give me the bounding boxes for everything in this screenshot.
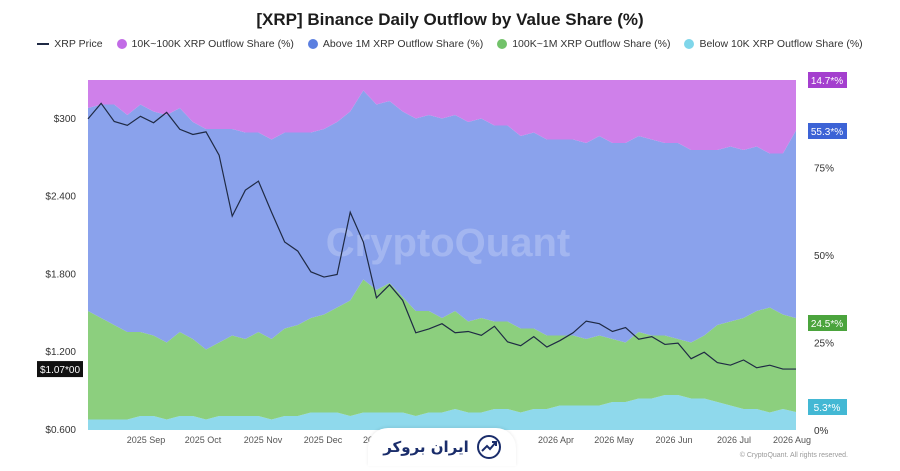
current-price-badge	[37, 361, 83, 378]
y-axis-right: 75% 50% 25% 0%	[814, 164, 834, 438]
watermark: CryptoQuant	[326, 221, 570, 265]
share-badge	[808, 399, 847, 415]
y-right-tick-label: 0%	[814, 426, 829, 437]
x-tick-label: 2025 Nov	[244, 435, 283, 445]
share-badge-label: 5.3*%	[814, 403, 841, 414]
legend-item[interactable]: Below 10K XRP Outflow Share (%)	[684, 38, 863, 50]
xrp-price-line	[87, 102, 796, 370]
x-tick-label: 2026 Jun	[655, 435, 692, 445]
brand-logo-text: ایران بروکر	[383, 438, 469, 456]
x-tick-label: 2026 May	[594, 435, 634, 445]
legend-swatch	[307, 39, 318, 49]
y-axis-left: $300 $2.400 $1.800 $1.200 $0.600 $1.07*00	[37, 114, 83, 436]
share-badge-label: 14.7*%	[811, 76, 843, 87]
x-tick-label: 2026 Jul	[717, 435, 751, 445]
share-badge-label: 55.3*%	[811, 127, 843, 138]
legend-item[interactable]: Above 1M XRP Outflow Share (%)	[307, 38, 484, 50]
x-tick-label: 2026 Aug	[773, 435, 811, 445]
share-badge	[808, 72, 847, 88]
legend-label: Above 1M XRP Outflow Share (%)	[322, 38, 484, 50]
legend-label: XRP Price	[54, 38, 103, 50]
x-tick-label: 2025 Dec	[304, 435, 343, 445]
share-badge	[808, 315, 847, 331]
chart-title: [XRP] Binance Daily Outflow by Value Sha…	[256, 10, 644, 29]
x-axis: 2025 Sep 2025 Oct 2025 Nov 2025 Dec 20 2026 A…	[127, 435, 811, 445]
chart-legend: XRP Price 10K~100K XRP Outflow Share (%) A…	[0, 38, 900, 50]
x-tick-label: 2025 Sep	[127, 435, 166, 445]
stacked-area-layer	[88, 80, 796, 430]
share-badge-label: 24.5*%	[811, 319, 843, 330]
x-tick-label: 2025 Oct	[185, 435, 222, 445]
current-price-label: $1.07*00	[40, 365, 80, 376]
y-left-tick-label: $1.200	[45, 347, 76, 358]
legend-swatch	[684, 39, 695, 49]
legend-item[interactable]: 10K~100K XRP Outflow Share (%)	[116, 38, 294, 50]
price-line-layer	[87, 102, 796, 370]
y-right-tick-label: 50%	[814, 251, 834, 262]
x-tick-label: 20	[363, 435, 373, 445]
y-left-tick-label: $2.400	[45, 192, 76, 203]
copyright: © CryptoQuant. All rights reserved.	[739, 452, 848, 459]
y-right-tick-label: 75%	[814, 164, 834, 175]
brand-logo: ایران بروکر	[368, 428, 516, 466]
trend-icon	[476, 435, 501, 459]
legend-swatch	[37, 43, 50, 45]
share-badge	[808, 123, 847, 139]
y-left-tick-label: $1.800	[45, 269, 76, 280]
legend-swatch	[116, 39, 127, 49]
area-above-1m-xrp-outflow-share-	[88, 90, 796, 350]
x-tick-label: 2026 Apr	[538, 435, 574, 445]
y-right-tick-label: 25%	[814, 339, 834, 350]
area-10k-100k-xrp-outflow-share-	[88, 80, 796, 154]
legend-item[interactable]: XRP Price	[37, 38, 103, 50]
legend-label: 100K~1M XRP Outflow Share (%)	[512, 38, 671, 50]
y-left-tick-label: $300	[54, 114, 77, 125]
legend-label: Below 10K XRP Outflow Share (%)	[699, 38, 863, 50]
y-left-tick-label: $0.600	[45, 425, 76, 436]
last-value-badges: 5.3*% 24.5*% 55.3*% 14.7*%	[808, 72, 847, 415]
legend-swatch	[497, 39, 508, 49]
legend-item[interactable]: 100K~1M XRP Outflow Share (%)	[497, 38, 670, 50]
area-100k-1m-xrp-outflow-share-	[88, 279, 796, 420]
legend-label: 10K~100K XRP Outflow Share (%)	[131, 38, 294, 50]
